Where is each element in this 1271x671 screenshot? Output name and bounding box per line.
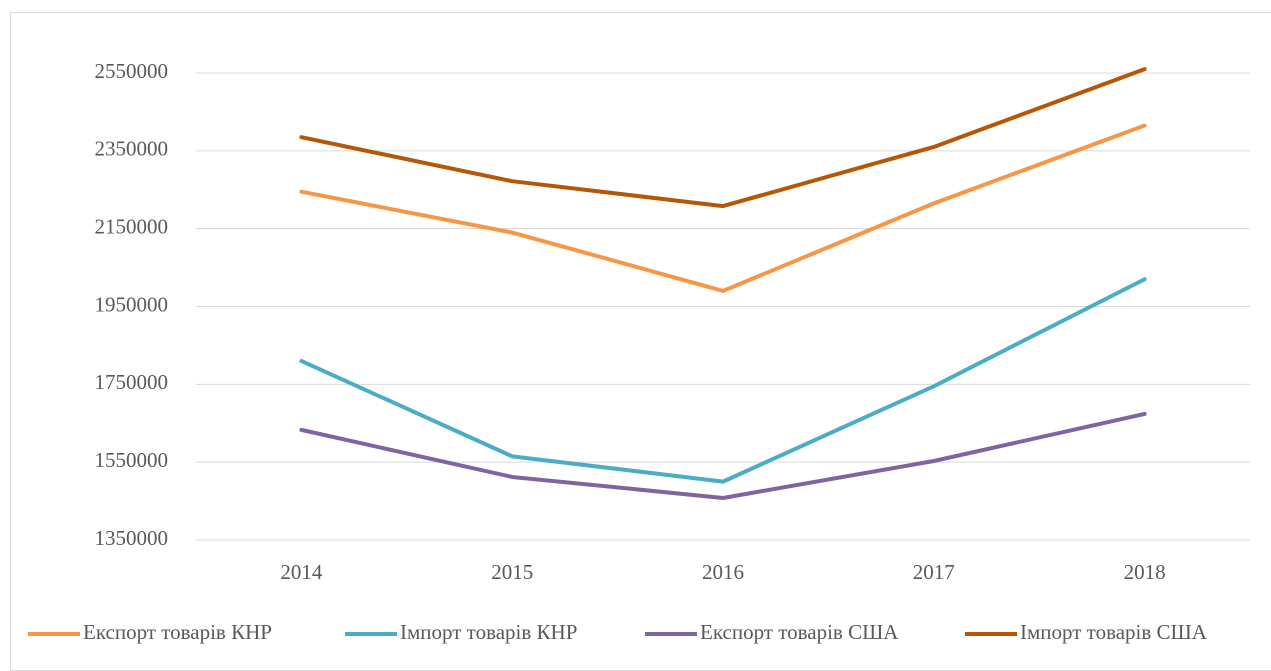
legend-label: Експорт товарів КНР [83, 620, 272, 644]
series-line [299, 411, 1147, 500]
chart-border [10, 12, 1271, 671]
y-tick-label: 2550000 [95, 59, 169, 83]
y-tick-label: 1550000 [95, 448, 169, 472]
x-tick-label: 2017 [913, 560, 955, 584]
x-tick-label: 2018 [1124, 560, 1166, 584]
y-tick-label: 2350000 [95, 137, 169, 161]
legend-label: Експорт товарів США [700, 620, 899, 644]
x-tick-label: 2015 [491, 560, 533, 584]
series-line [299, 277, 1147, 484]
series-line [299, 67, 1147, 209]
y-tick-label: 1750000 [95, 370, 169, 394]
y-tick-label: 1350000 [95, 526, 169, 550]
legend-label: Імпорт товарів КНР [400, 620, 577, 644]
legend-label: Імпорт товарів США [1020, 620, 1208, 644]
x-tick-label: 2014 [280, 560, 323, 584]
series-line [299, 123, 1147, 293]
x-tick-label: 2016 [702, 560, 744, 584]
y-tick-label: 1950000 [95, 292, 169, 316]
y-tick-label: 2150000 [95, 214, 169, 238]
